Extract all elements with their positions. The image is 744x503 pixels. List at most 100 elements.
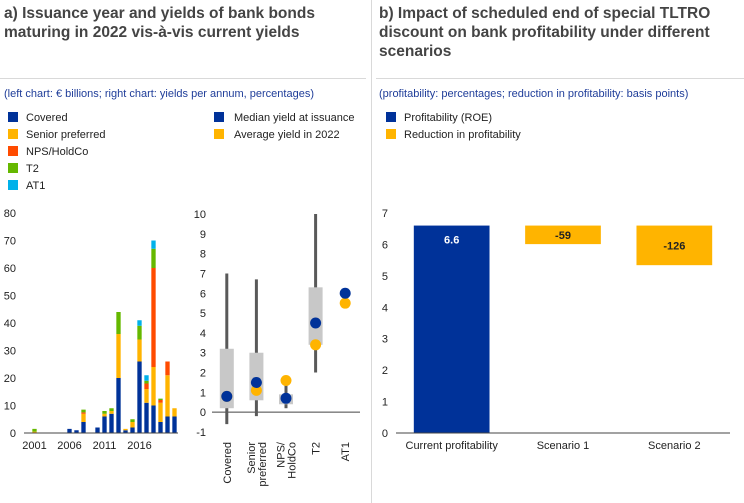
bar-senior-preferred-2015 [130, 422, 135, 428]
b-xtick-t2-0: T2 [311, 442, 323, 455]
bar-nps-holdco-2017 [144, 383, 149, 389]
label-reduction-scenario-2: -126 [663, 240, 685, 252]
bar-t2-2001 [32, 428, 37, 432]
avg-yield-dot-at1 [339, 297, 351, 309]
bar-t2-2019 [158, 398, 163, 401]
bar-covered-2021 [172, 416, 177, 433]
c-legend-swatch-1 [386, 129, 396, 139]
bar-covered-2014 [123, 430, 128, 433]
bar-t2-2013 [116, 312, 121, 334]
b-ytick-2: 2 [200, 368, 206, 380]
legend-label-3: T2 [26, 163, 39, 175]
bar-senior-preferred-2021 [172, 408, 177, 417]
c-ytick-5: 5 [382, 271, 388, 283]
c-legend-swatch-0 [386, 112, 396, 122]
bar-covered-2008 [81, 422, 86, 433]
panel-b-title: b) Impact of scheduled end of special TL… [379, 4, 710, 61]
label-reduction-scenario-1: -59 [555, 230, 571, 242]
legend-label-0: Covered [26, 112, 68, 124]
bar-covered-2018 [151, 405, 156, 433]
bar-senior-preferred-2019 [158, 402, 163, 422]
a-xtick-2006: 2006 [57, 440, 81, 452]
bar-nps-holdco-2018 [151, 268, 156, 367]
panel-a-rule [0, 78, 366, 79]
panel-b-title-line3: scenarios [379, 43, 452, 60]
box-t2 [308, 287, 323, 345]
box-legend-label-1: Average yield in 2022 [234, 129, 340, 141]
bar-t2-2016 [137, 325, 142, 340]
bar-t2-2012 [109, 408, 114, 411]
a-ytick-0: 0 [10, 428, 16, 440]
bar-covered-2012 [109, 413, 114, 433]
c-ytick-2: 2 [382, 365, 388, 377]
median-yield-dot-senior-preferred [250, 376, 262, 388]
b-xtick-senior-preferred-1: preferred [257, 442, 269, 487]
a-ytick-10: 10 [4, 401, 16, 413]
b-ytick-3: 3 [200, 348, 206, 360]
panel-a-title-line2: maturing in 2022 vis-à-vis current yield… [4, 24, 300, 41]
panel-a-title-line1: a) Issuance year and yields of bank bond… [4, 5, 315, 22]
bar-covered-2006 [67, 428, 72, 434]
a-ytick-80: 80 [4, 208, 16, 220]
a-xtick-2001: 2001 [22, 440, 46, 452]
bar-nps-holdco-2019 [158, 400, 163, 403]
bar-covered-2015 [130, 427, 135, 433]
legend-label-4: AT1 [26, 180, 45, 192]
bar-current-profitability [413, 225, 490, 433]
bar-covered-2007 [74, 430, 79, 433]
c-ytick-7: 7 [382, 208, 388, 220]
box-legend-label-0: Median yield at issuance [234, 112, 354, 124]
legend-swatch-3 [8, 163, 18, 173]
bar-covered-2019 [158, 422, 163, 433]
b-ytick-10: 10 [194, 209, 206, 221]
label-current-profitability: 6.6 [444, 235, 459, 247]
a-ytick-30: 30 [4, 346, 16, 358]
a-ytick-40: 40 [4, 318, 16, 330]
b-xtick-nps--holdco-1: HoldCo [287, 442, 299, 479]
c-ytick-4: 4 [382, 302, 388, 314]
b-ytick-6: 6 [200, 288, 206, 300]
bar-t2-2018 [151, 248, 156, 268]
avg-yield-dot-t2 [310, 339, 322, 351]
b-xtick-at1-0: AT1 [340, 442, 352, 461]
bar-nps-holdco-2008 [81, 412, 86, 414]
panel-a-title: a) Issuance year and yields of bank bond… [4, 4, 315, 42]
b-ytick-8: 8 [200, 249, 206, 261]
c-ytick-0: 0 [382, 428, 388, 440]
bar-covered-2017 [144, 402, 149, 433]
legend-label-2: NPS/HoldCo [26, 146, 88, 158]
bar-covered-2011 [102, 416, 107, 433]
a-xtick-2016: 2016 [127, 440, 151, 452]
b-ytick-9: 9 [200, 229, 206, 241]
bar-t2-2008 [81, 409, 86, 413]
b-ytick-1: 1 [200, 387, 206, 399]
bar-t2-2017 [144, 380, 149, 384]
bar-senior-preferred-2011 [102, 413, 107, 417]
bar-senior-preferred-2001 [32, 431, 37, 434]
median-yield-dot-covered [221, 390, 233, 402]
b-ytick-7: 7 [200, 268, 206, 280]
bar-senior-preferred-2013 [116, 334, 121, 378]
b-xtick-covered-0: Covered [222, 442, 234, 484]
avg-yield-dot-senior-preferred [250, 384, 262, 396]
median-yield-dot-at1 [339, 287, 351, 299]
bar-senior-preferred-2017 [144, 389, 149, 403]
bar-reduction-scenario-2 [636, 225, 713, 266]
bar-senior-preferred-2008 [81, 413, 86, 422]
bar-covered-2010 [95, 427, 100, 433]
bar-covered-2016 [137, 361, 142, 433]
legend-swatch-2 [8, 146, 18, 156]
median-yield-dot-t2 [310, 317, 322, 329]
bar-senior-preferred-2018 [151, 367, 156, 406]
a-ytick-60: 60 [4, 263, 16, 275]
bar-at1-2016 [137, 320, 142, 326]
bar-t2-2015 [130, 419, 135, 422]
b-xtick-nps--holdco-0: NPS/ [276, 441, 288, 468]
c-legend-label-1: Reduction in profitability [404, 129, 521, 141]
b-xtick-senior-preferred-0: Senior [246, 442, 258, 474]
c-xtick-0: Current profitability [406, 440, 499, 452]
panel-b-rule [376, 78, 744, 79]
a-ytick-70: 70 [4, 236, 16, 248]
